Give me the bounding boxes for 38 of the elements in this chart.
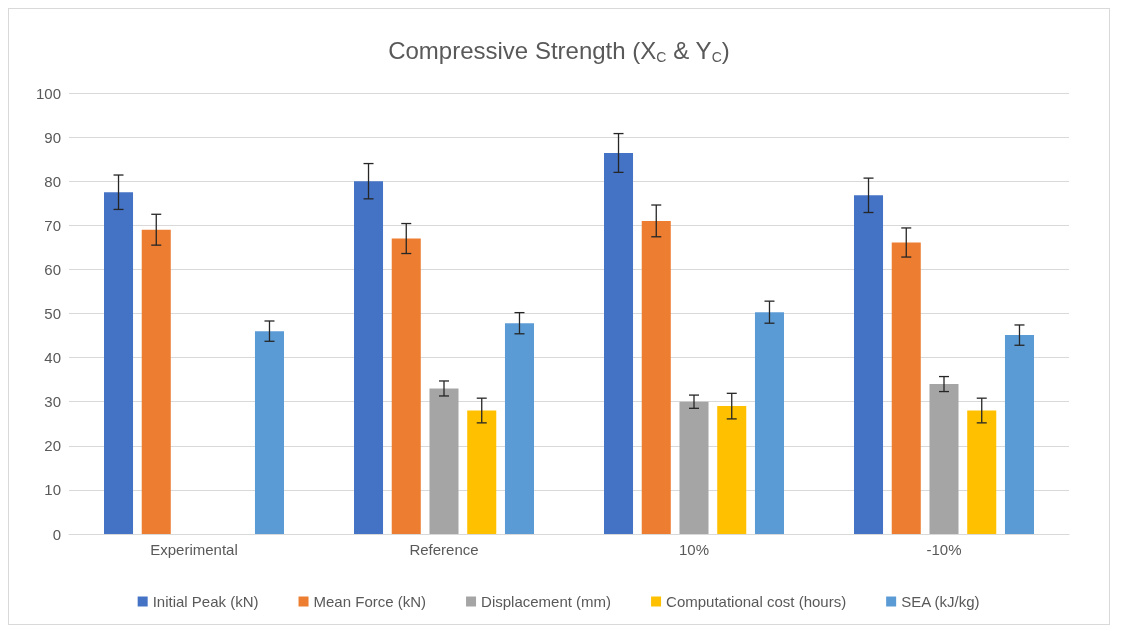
bar <box>104 192 134 534</box>
legend-label: SEA (kJ/kg) <box>901 593 980 610</box>
x-tick-label: 10% <box>678 541 710 558</box>
y-tick-label: 40 <box>44 349 61 367</box>
y-tick-label: 50 <box>44 305 61 322</box>
bar <box>854 195 884 534</box>
bar <box>467 410 497 534</box>
bar <box>891 242 921 534</box>
bar <box>679 401 709 534</box>
y-tick-label: 20 <box>44 437 61 455</box>
legend-label: Initial Peak (kN) <box>152 593 259 610</box>
bar <box>504 323 534 534</box>
legend-label: Displacement (mm) <box>481 593 612 610</box>
bar <box>354 181 384 534</box>
x-tick-label: Experimental <box>150 541 238 558</box>
y-tick-label: 80 <box>44 172 61 190</box>
y-tick-label: 100 <box>35 84 61 102</box>
legend-label: Computational cost (hours) <box>666 593 847 610</box>
bar <box>141 229 171 534</box>
y-tick-label: 10 <box>44 481 61 499</box>
bar <box>967 410 997 534</box>
bar <box>754 312 784 534</box>
y-tick-label: 60 <box>44 260 61 278</box>
bar <box>929 384 959 534</box>
bar <box>641 220 671 534</box>
bar <box>429 388 459 534</box>
bar <box>254 331 284 534</box>
bar <box>1004 335 1034 534</box>
x-tick-label: Reference <box>409 541 479 558</box>
y-tick-label: 70 <box>44 216 61 234</box>
y-tick-label: 30 <box>44 393 61 411</box>
x-tick-label: -10% <box>926 541 962 558</box>
bar <box>717 406 747 534</box>
y-tick-label: 90 <box>44 128 61 146</box>
bar <box>391 238 421 534</box>
y-tick-label: 0 <box>52 525 61 543</box>
legend-label: Mean Force (kN) <box>313 593 427 610</box>
bar <box>604 152 634 534</box>
